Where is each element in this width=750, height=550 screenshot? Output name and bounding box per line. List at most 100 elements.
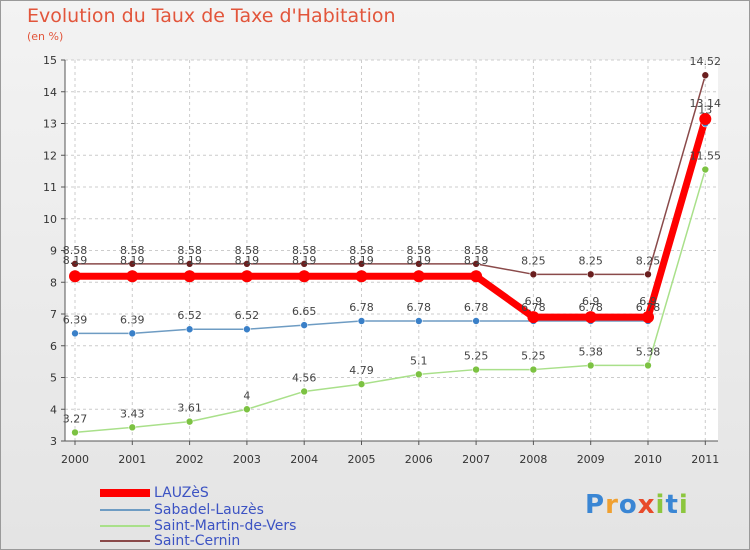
x-tick-label: 2000 — [61, 453, 89, 466]
y-tick-label: 11 — [43, 181, 57, 194]
data-point — [472, 365, 480, 374]
data-label: 8.19 — [63, 254, 88, 267]
data-label: 8.19 — [292, 254, 317, 267]
x-tick-label: 2005 — [348, 453, 376, 466]
data-label: 6.65 — [292, 305, 317, 318]
data-label: 5.1 — [410, 354, 428, 367]
x-tick-label: 2011 — [691, 453, 719, 466]
x-tick-label: 2006 — [405, 453, 433, 466]
legend-swatch — [100, 525, 150, 527]
data-point — [412, 270, 425, 283]
data-label: 6.78 — [349, 301, 374, 314]
x-tick-label: 2007 — [462, 453, 490, 466]
data-label: 6.78 — [407, 301, 432, 314]
data-point — [185, 417, 194, 426]
y-tick-label: 9 — [50, 245, 57, 258]
data-point — [584, 311, 597, 324]
data-label: 8.19 — [235, 254, 260, 267]
logo-letter: o — [618, 490, 638, 520]
data-label: 8.58 — [349, 244, 374, 257]
y-tick-label: 13 — [43, 118, 57, 131]
legend-label: Saint-Cernin — [154, 533, 241, 549]
data-point — [243, 260, 251, 268]
data-label: 4 — [243, 389, 250, 402]
data-label: 6.39 — [120, 313, 145, 326]
data-label: 8.19 — [177, 254, 202, 267]
data-point — [357, 260, 366, 268]
data-point — [701, 71, 710, 80]
logo-letter: P — [585, 490, 606, 520]
data-label: 3.61 — [177, 402, 202, 415]
data-label: 8.25 — [521, 254, 546, 267]
data-label: 6.52 — [235, 309, 260, 322]
y-tick-label: 12 — [43, 149, 57, 162]
data-label: 3.43 — [120, 407, 145, 420]
data-point — [357, 380, 366, 388]
y-tick-label: 3 — [50, 435, 57, 448]
data-point — [357, 317, 366, 325]
data-label: 5.38 — [578, 345, 603, 358]
data-point — [699, 113, 712, 126]
proxiti-logo: Proxiti — [585, 490, 689, 520]
data-point — [71, 428, 79, 437]
data-label: 14.52 — [690, 55, 722, 68]
data-label: 8.19 — [349, 254, 374, 267]
data-label: 6.9 — [639, 295, 657, 308]
data-point — [183, 270, 196, 283]
x-tick-label: 2001 — [118, 453, 146, 466]
legend-label: Sabadel-Lauzès — [154, 502, 264, 518]
x-tick-label: 2003 — [233, 453, 261, 466]
series-line — [75, 123, 707, 335]
data-point — [472, 260, 480, 268]
data-label: 6.78 — [578, 301, 603, 314]
data-point — [642, 311, 654, 324]
data-point — [240, 270, 253, 283]
logo-letter: x — [637, 490, 656, 520]
data-point — [414, 370, 423, 379]
x-tick-label: 2008 — [519, 453, 547, 466]
data-label: 5.38 — [636, 345, 661, 358]
data-point — [243, 405, 251, 414]
y-tick-label: 7 — [50, 308, 57, 321]
data-point — [128, 423, 137, 432]
data-label: 8.58 — [177, 244, 202, 257]
data-point — [300, 387, 309, 396]
data-point — [300, 321, 309, 329]
data-point — [298, 270, 311, 283]
data-label: 11.55 — [690, 150, 722, 163]
data-label: 13 — [698, 104, 712, 117]
data-point — [185, 325, 194, 334]
data-label: 8.25 — [578, 254, 603, 267]
data-label: 5.25 — [521, 350, 546, 363]
data-point — [414, 260, 423, 268]
data-label: 8.19 — [120, 254, 145, 267]
data-point — [69, 270, 81, 283]
y-tick-label: 8 — [50, 276, 57, 289]
data-point — [71, 329, 79, 338]
data-point — [586, 270, 595, 279]
logo-letter: r — [605, 490, 619, 520]
data-label: 6.78 — [464, 301, 489, 314]
data-point — [126, 270, 139, 283]
data-label: 8.58 — [120, 244, 145, 257]
data-point — [586, 361, 595, 370]
x-tick-label: 2004 — [290, 453, 318, 466]
data-label: 8.58 — [407, 244, 432, 257]
data-label: 4.79 — [349, 364, 374, 377]
data-label: 8.25 — [636, 254, 661, 267]
data-point — [128, 329, 137, 338]
data-point — [644, 361, 652, 370]
x-tick-label: 2002 — [176, 453, 204, 466]
data-label: 6.78 — [521, 301, 546, 314]
data-point — [71, 260, 79, 268]
data-label: 4.56 — [292, 371, 317, 384]
data-point — [470, 270, 483, 283]
data-label: 5.25 — [464, 350, 489, 363]
data-point — [185, 260, 194, 268]
y-tick-label: 15 — [43, 54, 57, 67]
data-point — [355, 270, 368, 283]
legend-swatch — [100, 540, 150, 542]
chart-title: Evolution du Taux de Taxe d'Habitation — [27, 5, 396, 27]
data-label: 6.78 — [636, 301, 661, 314]
